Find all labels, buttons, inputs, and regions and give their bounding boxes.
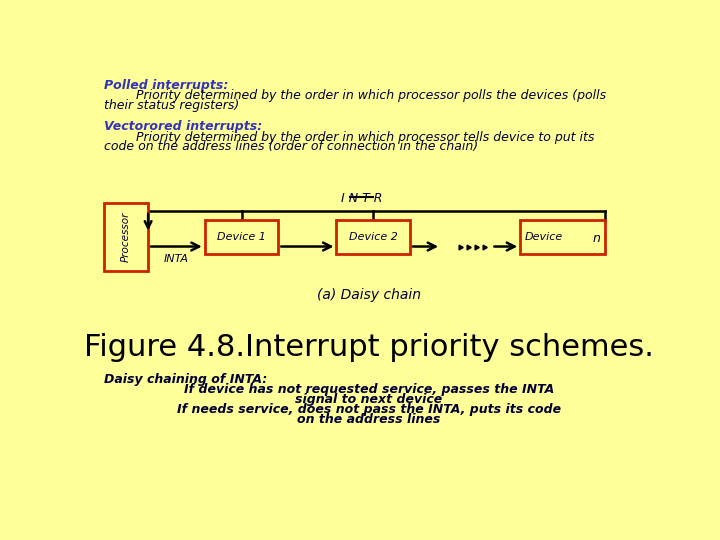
Text: Priority determined by the order in which processor polls the devices (polls: Priority determined by the order in whic…: [104, 90, 606, 103]
Text: Priority determined by the order in which processor tells device to put its: Priority determined by the order in whic…: [104, 131, 594, 144]
Text: Processor: Processor: [121, 212, 131, 262]
Text: If needs service, does not pass the INTA, puts its code: If needs service, does not pass the INTA…: [177, 403, 561, 416]
Text: their status registers): their status registers): [104, 99, 239, 112]
Text: If device has not requested service, passes the INTA: If device has not requested service, pas…: [184, 383, 554, 396]
Text: Polled interrupts:: Polled interrupts:: [104, 79, 228, 92]
Text: code on the address lines (order of connection in the chain): code on the address lines (order of conn…: [104, 140, 478, 153]
Text: Device 1: Device 1: [217, 232, 266, 242]
Bar: [204, 220, 279, 254]
Text: Device: Device: [524, 232, 562, 242]
Bar: [104, 204, 148, 271]
Text: on the address lines: on the address lines: [297, 413, 441, 426]
Text: Vectorored interrupts:: Vectorored interrupts:: [104, 120, 262, 133]
Text: n: n: [592, 232, 600, 245]
Bar: [336, 220, 410, 254]
Text: Device 2: Device 2: [348, 232, 397, 242]
Text: INTA: INTA: [164, 254, 189, 264]
Bar: [520, 220, 606, 254]
Text: Daisy chaining of INTA:: Daisy chaining of INTA:: [104, 373, 267, 386]
Text: signal to next device: signal to next device: [295, 393, 443, 406]
Text: I N T R: I N T R: [341, 192, 382, 205]
Text: (a) Daisy chain: (a) Daisy chain: [317, 288, 421, 302]
Text: Figure 4.8.Interrupt priority schemes.: Figure 4.8.Interrupt priority schemes.: [84, 333, 654, 362]
